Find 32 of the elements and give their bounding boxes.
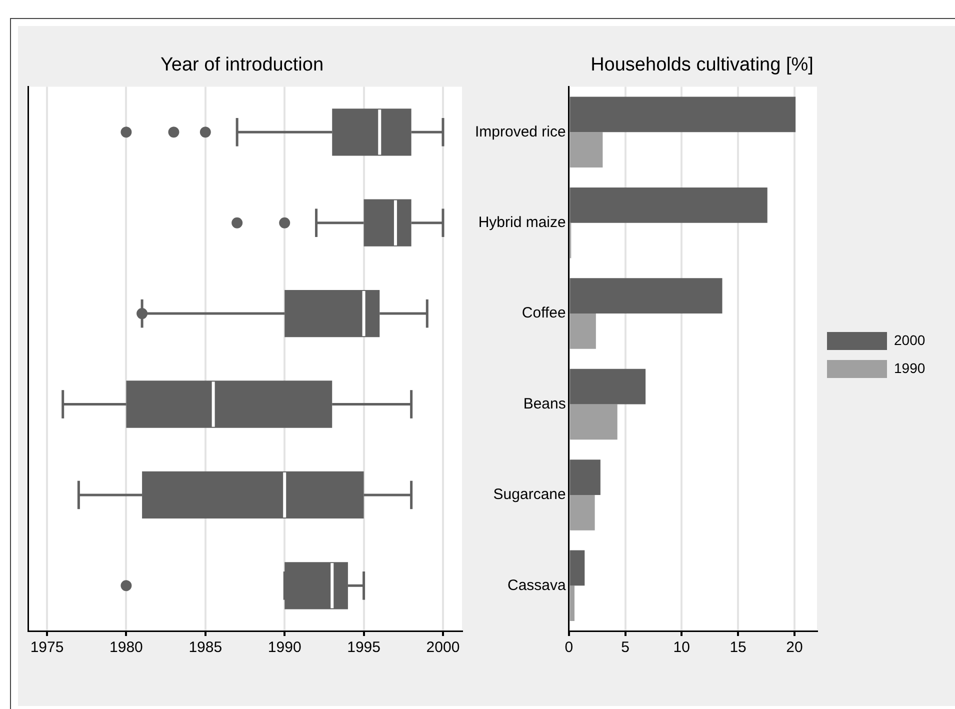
bar — [570, 187, 768, 223]
bar — [570, 404, 618, 440]
x-tick-label: 10 — [673, 639, 690, 656]
bar — [570, 96, 796, 132]
chart-title: Year of introduction — [160, 54, 324, 76]
x-tick-label: 0 — [564, 639, 574, 656]
x-tick-label: 1990 — [268, 639, 302, 656]
bar — [570, 368, 646, 404]
y-tick-label: Improved rice — [474, 123, 566, 140]
x-tick-label: 20 — [786, 639, 803, 656]
bar — [570, 314, 596, 349]
y-tick-label: Sugarcane — [493, 486, 566, 504]
bar — [570, 460, 600, 495]
bar — [570, 550, 585, 586]
bar — [570, 494, 595, 530]
chart-title: Households cultivating [%] — [590, 54, 814, 76]
y-tick-label: Beans — [523, 395, 566, 412]
bar — [570, 586, 575, 622]
y-tick-label: Cassava — [508, 576, 567, 594]
y-tick-label: Hybrid maize — [478, 214, 566, 231]
x-tick-label: 1975 — [30, 639, 64, 656]
x-tick-label: 15 — [730, 639, 746, 656]
x-tick-label: 2000 — [426, 639, 460, 656]
x-tick-label: 1995 — [347, 639, 380, 656]
x-tick-label: 1985 — [188, 639, 222, 656]
legend-label: 2000 — [894, 332, 926, 348]
legend-label: 1990 — [894, 360, 926, 376]
bar — [570, 132, 603, 168]
bar — [570, 278, 722, 314]
x-tick-label: 5 — [621, 639, 630, 656]
x-tick-label: 1980 — [110, 639, 143, 656]
y-tick-label: Coffee — [522, 304, 566, 322]
